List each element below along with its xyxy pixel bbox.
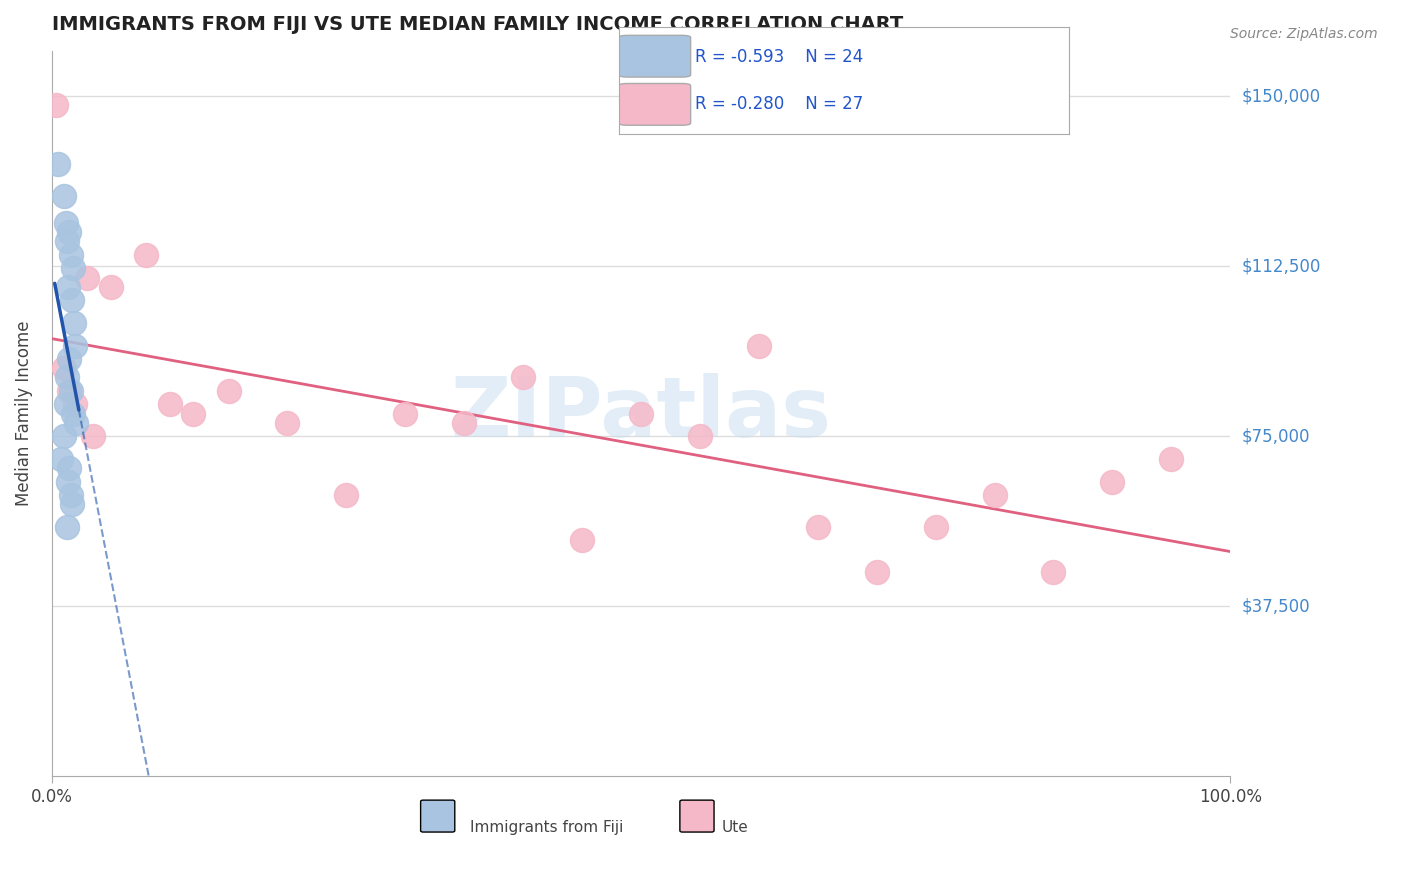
Text: Immigrants from Fiji: Immigrants from Fiji	[470, 820, 623, 835]
Point	[807, 520, 830, 534]
Point	[59, 488, 82, 502]
Point	[46, 157, 69, 171]
Point	[52, 429, 75, 443]
Point	[45, 98, 67, 112]
Point	[276, 416, 298, 430]
Y-axis label: Median Family Income: Median Family Income	[15, 321, 32, 507]
Point	[1160, 451, 1182, 466]
Text: $75,000: $75,000	[1241, 427, 1310, 445]
Text: R = -0.593    N = 24: R = -0.593 N = 24	[695, 48, 863, 66]
Point	[58, 352, 80, 367]
Point	[56, 520, 79, 534]
Point	[394, 407, 416, 421]
Point	[218, 384, 240, 398]
Point	[51, 451, 73, 466]
FancyBboxPatch shape	[619, 36, 690, 77]
FancyBboxPatch shape	[681, 800, 714, 832]
Point	[62, 261, 84, 276]
Point	[1101, 475, 1123, 489]
FancyBboxPatch shape	[420, 800, 454, 832]
Point	[58, 225, 80, 239]
Point	[65, 416, 87, 430]
Point	[866, 565, 889, 579]
Point	[58, 461, 80, 475]
Point	[65, 397, 87, 411]
Point	[82, 429, 104, 443]
Text: R = -0.280    N = 27: R = -0.280 N = 27	[695, 95, 863, 112]
Point	[56, 370, 79, 384]
Point	[62, 407, 84, 421]
Point	[58, 475, 80, 489]
Point	[453, 416, 475, 430]
Point	[1042, 565, 1064, 579]
Point	[100, 279, 122, 293]
Point	[55, 216, 77, 230]
Text: $112,500: $112,500	[1241, 257, 1320, 275]
Text: $150,000: $150,000	[1241, 87, 1320, 105]
Point	[135, 248, 157, 262]
Point	[159, 397, 181, 411]
Text: ZIPatlas: ZIPatlas	[450, 373, 831, 454]
Point	[58, 384, 80, 398]
Point	[63, 316, 86, 330]
Point	[59, 384, 82, 398]
Point	[52, 361, 75, 376]
Point	[748, 338, 770, 352]
FancyBboxPatch shape	[619, 84, 690, 125]
Point	[76, 270, 98, 285]
Text: $37,500: $37,500	[1241, 597, 1310, 615]
Point	[58, 279, 80, 293]
Point	[56, 234, 79, 248]
Point	[65, 338, 87, 352]
Point	[689, 429, 711, 443]
Text: IMMIGRANTS FROM FIJI VS UTE MEDIAN FAMILY INCOME CORRELATION CHART: IMMIGRANTS FROM FIJI VS UTE MEDIAN FAMIL…	[52, 15, 903, 34]
Point	[60, 293, 83, 308]
Point	[59, 248, 82, 262]
Point	[571, 533, 593, 548]
Text: Ute: Ute	[721, 820, 748, 835]
Text: Source: ZipAtlas.com: Source: ZipAtlas.com	[1230, 27, 1378, 41]
Point	[55, 397, 77, 411]
Point	[52, 189, 75, 203]
Point	[60, 497, 83, 511]
Point	[181, 407, 204, 421]
Point	[335, 488, 357, 502]
Point	[924, 520, 946, 534]
Point	[983, 488, 1005, 502]
Point	[512, 370, 534, 384]
Point	[630, 407, 652, 421]
